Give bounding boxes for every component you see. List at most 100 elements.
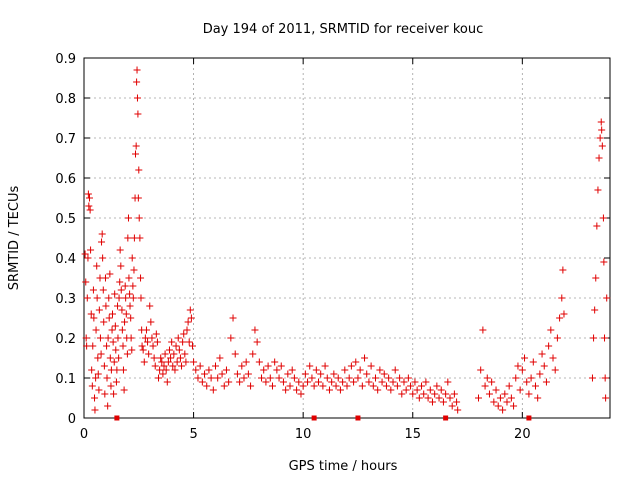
data-point [598, 126, 606, 134]
data-point [83, 342, 91, 350]
data-point [433, 382, 441, 390]
data-point [97, 350, 105, 358]
data-point [304, 378, 312, 386]
data-point [178, 362, 186, 370]
data-point [88, 366, 96, 374]
data-point [132, 142, 140, 150]
data-point [244, 370, 252, 378]
data-point [142, 326, 150, 334]
y-tick-label: 0.7 [55, 132, 76, 147]
data-point [277, 362, 285, 370]
data-point [428, 398, 436, 406]
x-axis-ticks: 0 5 10 15 20 [80, 58, 531, 442]
data-point [130, 266, 138, 274]
data-point [101, 274, 109, 282]
data-point [262, 378, 270, 386]
data-point [536, 370, 544, 378]
data-point [162, 366, 170, 374]
data-point [325, 386, 333, 394]
data-point [374, 386, 382, 394]
data-point [87, 246, 95, 254]
data-point [266, 374, 274, 382]
data-point [354, 374, 362, 382]
y-tick-label: 0.1 [55, 372, 76, 387]
data-point [152, 330, 160, 338]
data-point [100, 362, 108, 370]
data-point [174, 334, 182, 342]
data-point [182, 358, 190, 366]
data-point [317, 370, 325, 378]
data-point [407, 382, 415, 390]
data-point [127, 314, 135, 322]
data-point [483, 374, 491, 382]
data-point [356, 366, 364, 374]
data-point [299, 382, 307, 390]
data-point [94, 370, 102, 378]
data-point [525, 390, 533, 398]
data-point [105, 294, 113, 302]
y-tick-label: 0.6 [55, 172, 76, 187]
data-point [420, 390, 428, 398]
data-point [114, 302, 122, 310]
data-point [594, 186, 602, 194]
data-point [444, 378, 452, 386]
data-point [475, 394, 482, 402]
data-point [437, 386, 445, 394]
data-point [103, 374, 111, 382]
data-point [214, 374, 222, 382]
data-point [603, 294, 611, 302]
data-point [137, 294, 145, 302]
data-point [595, 154, 603, 162]
data-point [448, 402, 456, 410]
data-point [601, 374, 609, 382]
data-point [91, 406, 99, 414]
data-point [275, 374, 283, 382]
y-tick-label: 0.3 [55, 292, 76, 307]
data-point [118, 326, 126, 334]
data-point [233, 370, 241, 378]
data-point [171, 366, 179, 374]
data-point [365, 378, 373, 386]
data-point [479, 326, 487, 334]
data-point [90, 314, 98, 322]
x-tick-label: 15 [404, 427, 421, 442]
data-point [153, 338, 161, 346]
data-point [251, 326, 259, 334]
data-point [442, 390, 450, 398]
data-point [169, 362, 177, 370]
x-tick-label: 20 [514, 427, 531, 442]
data-point [92, 374, 100, 382]
data-point [104, 402, 112, 410]
data-point [222, 366, 230, 374]
data-point [600, 258, 608, 266]
data-point [135, 166, 143, 174]
data-point [95, 386, 103, 394]
data-point [321, 362, 329, 370]
data-point [288, 366, 296, 374]
data-point [371, 374, 379, 382]
data-point [501, 390, 509, 398]
data-point [503, 398, 511, 406]
data-point [119, 366, 127, 374]
data-point [108, 326, 116, 334]
data-point [203, 382, 211, 390]
data-point [225, 378, 233, 386]
data-point [122, 294, 130, 302]
data-point [231, 350, 239, 358]
data-point [598, 142, 606, 150]
data-point [549, 354, 557, 362]
data-point [119, 342, 127, 350]
data-point [295, 378, 303, 386]
data-point [477, 366, 485, 374]
data-point [101, 390, 109, 398]
data-point [146, 302, 154, 310]
zero-marker [526, 415, 532, 421]
data-point [156, 366, 164, 374]
data-point [180, 330, 188, 338]
data-point [352, 358, 360, 366]
data-point [117, 262, 125, 270]
data-point [134, 110, 142, 118]
data-point [253, 338, 261, 346]
data-point [110, 358, 118, 366]
data-point [87, 310, 95, 318]
